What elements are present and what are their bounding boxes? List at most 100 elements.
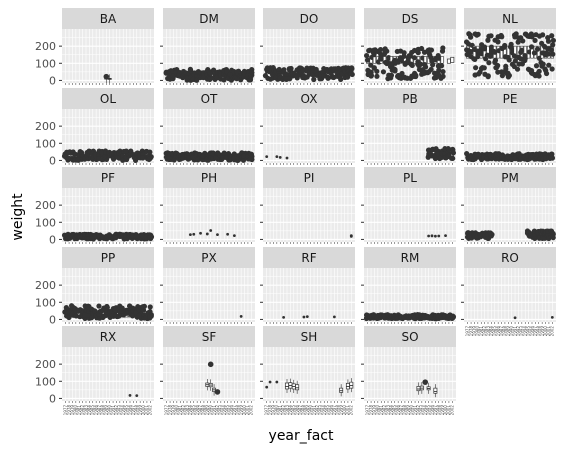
x-tick-label: 1977	[365, 405, 370, 416]
data-point	[265, 155, 269, 159]
strip-ol	[62, 88, 154, 109]
x-tick-label: 2002	[349, 405, 354, 416]
strip-label-ro: RO	[501, 251, 519, 265]
x-tick-label: 1985	[291, 405, 296, 416]
x-tick-label: 2000	[141, 405, 146, 416]
outlier-point	[436, 55, 442, 61]
strip-label-nl: NL	[502, 12, 518, 26]
outlier-point	[349, 65, 355, 71]
strip-dm	[163, 8, 255, 29]
x-tick-label: 1986	[395, 405, 400, 416]
outlier-point	[487, 230, 493, 236]
outlier-point	[438, 75, 444, 81]
x-tick-label: 2002	[249, 405, 254, 416]
outlier-point	[440, 69, 446, 75]
outlier-point	[283, 76, 289, 82]
outlier-point	[66, 314, 72, 321]
strip-pm	[464, 167, 556, 188]
outlier-point	[241, 153, 247, 159]
panel-pl	[364, 188, 456, 242]
x-tick-label: 2001	[144, 405, 149, 416]
outlier-point	[147, 304, 153, 310]
outlier-point	[543, 70, 550, 77]
x-tick-label: 1990	[107, 405, 112, 416]
data-point	[430, 234, 434, 238]
x-tick-label: 1994	[322, 405, 327, 416]
x-tick-label: 1984	[288, 405, 293, 416]
data-point	[268, 380, 272, 384]
outlier-point	[92, 233, 98, 240]
outlier-point	[110, 156, 117, 162]
x-tick-label: 1983	[83, 405, 88, 416]
strip-nl	[464, 8, 556, 29]
x-tick-label: 1997	[332, 405, 337, 416]
outlier-point	[495, 69, 501, 75]
outlier-point	[180, 155, 186, 161]
outlier-point	[512, 58, 518, 64]
strip-label-rm: RM	[401, 251, 420, 265]
outlier-point	[504, 71, 511, 77]
outlier-point	[536, 73, 542, 79]
strip-label-do: DO	[300, 12, 319, 26]
outlier-point	[249, 70, 255, 76]
data-point	[275, 380, 279, 384]
data-point	[216, 233, 219, 237]
x-tick-label: 1979	[472, 326, 477, 337]
x-tick-label: 2000	[242, 405, 247, 416]
y-tick-label: 200	[35, 199, 56, 212]
outlier-point	[140, 155, 146, 161]
outlier-point	[550, 51, 556, 57]
outlier-point	[221, 77, 227, 83]
outlier-point	[364, 52, 370, 59]
outlier-point	[82, 312, 88, 318]
x-tick-label: 1983	[184, 405, 189, 416]
x-tick-label: 1980	[475, 326, 480, 337]
outlier-point	[536, 68, 542, 74]
panel-px	[163, 268, 255, 322]
outlier-point	[113, 235, 119, 241]
x-tick-label: 1983	[385, 405, 390, 416]
data-point	[427, 234, 431, 238]
x-tick-label: 1981	[479, 326, 484, 337]
x-tick-label: 1996	[529, 326, 534, 337]
y-tick-label: 100	[35, 137, 56, 150]
data-point	[282, 315, 286, 319]
strip-ro	[464, 247, 556, 268]
data-point	[433, 234, 437, 238]
strip-ph	[163, 167, 255, 188]
outlier-point	[364, 57, 371, 63]
x-tick-label: 1981	[178, 405, 183, 416]
outlier-point	[468, 34, 474, 40]
x-tick-label: 1995	[325, 405, 330, 416]
x-tick-label: 1991	[311, 405, 316, 416]
x-tick-label: 1984	[489, 326, 494, 337]
x-tick-label: 1989	[406, 405, 411, 416]
y-tick-label: 200	[35, 358, 56, 371]
y-tick-label: 200	[35, 40, 56, 53]
strip-label-pe: PE	[503, 92, 518, 106]
outlier-point	[540, 32, 546, 38]
outlier-point	[213, 74, 220, 81]
outlier-point	[388, 75, 394, 81]
outlier-point	[481, 65, 487, 71]
x-tick-label: 1978	[267, 405, 272, 416]
outlier-point	[234, 69, 240, 75]
x-tick-label: 1990	[409, 405, 414, 416]
y-tick-label: 0	[49, 154, 56, 167]
x-tick-label: 1979	[70, 405, 75, 416]
strip-label-pp: PP	[101, 251, 115, 265]
data-point	[188, 233, 192, 237]
x-tick-label: 2000	[342, 405, 347, 416]
x-tick-label: 2002	[550, 326, 555, 337]
outlier-point	[140, 304, 146, 310]
strip-rm	[364, 247, 456, 268]
outlier-point	[545, 51, 551, 57]
x-tick-label: 1988	[502, 326, 507, 337]
x-tick-label: 1981	[379, 405, 384, 416]
x-tick-label: 1990	[208, 405, 213, 416]
x-tick-label: 1977	[63, 405, 68, 416]
strip-label-ph: PH	[201, 171, 217, 185]
strip-pp	[62, 247, 154, 268]
x-tick-label: 1983	[485, 326, 490, 337]
outlier-point	[499, 34, 505, 40]
